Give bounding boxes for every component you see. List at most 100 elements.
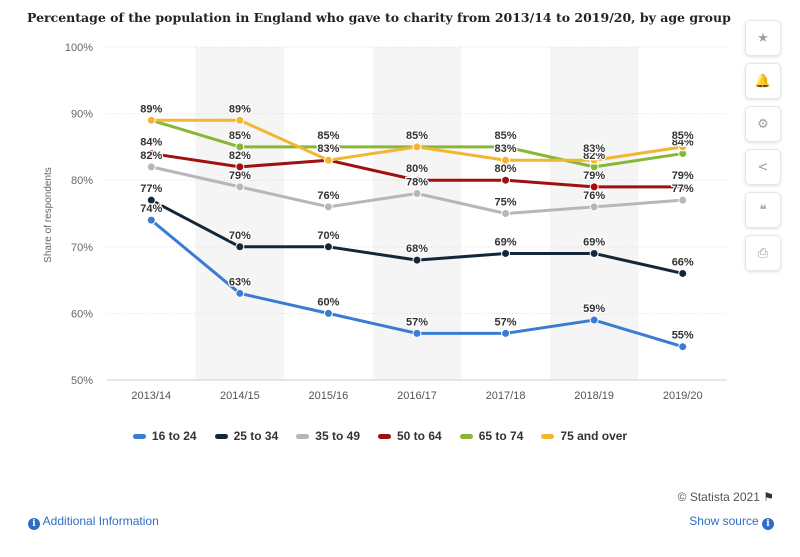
x-tick-label: 2019/20 xyxy=(663,390,703,402)
chart-toolbar: ★ 🔔 ⚙ < ❝ ⎙ xyxy=(745,20,781,278)
data-label: 57% xyxy=(406,316,428,328)
data-label: 83% xyxy=(583,143,605,155)
share-button[interactable]: < xyxy=(745,149,781,185)
y-axis-ticks: 50% 60% 70% 80% 90% 100% xyxy=(65,42,93,387)
y-axis-label: Share of respondents xyxy=(43,167,54,263)
legend-label: 25 to 34 xyxy=(233,429,279,443)
legend-label: 65 to 74 xyxy=(478,429,524,443)
legend-item[interactable]: 50 to 64 xyxy=(378,429,442,443)
data-label: 85% xyxy=(406,130,428,142)
data-label: 59% xyxy=(583,303,605,315)
data-point[interactable] xyxy=(412,189,422,199)
data-label: 78% xyxy=(406,177,428,189)
legend-label: 35 to 49 xyxy=(315,429,360,443)
flag-icon: ⚑ xyxy=(763,490,774,504)
data-point[interactable] xyxy=(323,308,333,318)
line-chart: 50% 60% 70% 80% 90% 100% 2013/14 2014/15 2015/1… xyxy=(43,42,727,402)
legend-item[interactable]: 25 to 34 xyxy=(214,429,279,443)
data-point[interactable] xyxy=(146,162,156,172)
data-point[interactable] xyxy=(412,328,422,338)
data-point[interactable] xyxy=(235,115,245,125)
data-label: 70% xyxy=(317,230,339,242)
star-button[interactable]: ★ xyxy=(745,20,781,56)
print-icon: ⎙ xyxy=(757,245,769,261)
data-label: 85% xyxy=(406,130,428,142)
statista-credit[interactable]: © Statista 2021 ⚑ xyxy=(678,490,774,504)
legend-item[interactable]: 35 to 49 xyxy=(296,429,360,443)
data-point[interactable] xyxy=(589,315,599,325)
data-point[interactable] xyxy=(235,142,245,152)
data-labels: 74% 63% 60% 57% 57% 59% 55% 77% 70% 70% 68% 69% 69% 6… xyxy=(139,102,695,343)
x-axis-ticks: 2013/14 2014/15 2015/16 2016/17 2017/18 2018/… xyxy=(131,390,702,402)
data-label: 89% xyxy=(140,103,162,115)
data-point[interactable] xyxy=(678,342,688,352)
data-label: 80% xyxy=(406,163,428,175)
data-point[interactable] xyxy=(323,202,333,212)
x-tick-label: 2016/17 xyxy=(397,390,437,402)
data-point[interactable] xyxy=(678,182,688,192)
data-point[interactable] xyxy=(235,288,245,298)
data-point[interactable] xyxy=(146,215,156,225)
data-label: 89% xyxy=(229,103,251,115)
gear-button[interactable]: ⚙ xyxy=(745,106,781,142)
credit-text: © Statista 2021 xyxy=(677,490,760,504)
x-tick-label: 2013/14 xyxy=(131,390,171,402)
data-label: 85% xyxy=(317,130,339,142)
quote-button[interactable]: ❝ xyxy=(745,192,781,228)
data-label: 82% xyxy=(583,150,605,162)
data-label: 68% xyxy=(406,243,428,255)
data-point[interactable] xyxy=(678,142,688,152)
data-point[interactable] xyxy=(589,182,599,192)
data-point[interactable] xyxy=(501,248,511,258)
data-point[interactable] xyxy=(235,162,245,172)
data-point[interactable] xyxy=(323,142,333,152)
data-point[interactable] xyxy=(323,242,333,252)
data-label: 69% xyxy=(583,236,605,248)
bell-button[interactable]: 🔔 xyxy=(745,63,781,99)
share-icon: < xyxy=(757,159,769,175)
data-point[interactable] xyxy=(323,155,333,165)
data-point[interactable] xyxy=(501,209,511,218)
data-point[interactable] xyxy=(501,328,511,338)
data-label: 77% xyxy=(672,183,694,195)
data-point[interactable] xyxy=(412,255,422,265)
data-point[interactable] xyxy=(235,242,245,252)
data-label: 55% xyxy=(672,330,694,342)
data-label: 70% xyxy=(229,230,251,242)
additional-information-link[interactable]: i Additional Information xyxy=(28,514,159,530)
data-point[interactable] xyxy=(501,155,511,165)
y-tick-label: 70% xyxy=(71,242,93,254)
legend-item[interactable]: 75 and over xyxy=(541,429,627,443)
data-label: 85% xyxy=(672,130,694,142)
data-label: 60% xyxy=(317,296,339,308)
data-point[interactable] xyxy=(146,195,156,205)
x-tick-label: 2018/19 xyxy=(574,390,614,402)
data-point[interactable] xyxy=(412,142,422,152)
data-point[interactable] xyxy=(589,155,599,165)
legend-item[interactable]: 65 to 74 xyxy=(459,429,524,443)
data-point[interactable] xyxy=(501,142,511,152)
source-link-text: Show source xyxy=(689,514,759,528)
legend-swatch xyxy=(132,433,146,439)
show-source-link[interactable]: Show source i xyxy=(689,514,774,530)
info-link-text: Additional Information xyxy=(42,514,159,528)
legend-item[interactable]: 16 to 24 xyxy=(132,429,197,443)
column-band xyxy=(195,47,285,380)
data-point[interactable] xyxy=(412,175,422,185)
data-point[interactable] xyxy=(501,175,511,185)
data-point[interactable] xyxy=(678,268,688,278)
data-point[interactable] xyxy=(589,248,599,258)
chart-title: Percentage of the population in England … xyxy=(27,10,731,25)
data-label: 79% xyxy=(583,170,605,182)
data-point[interactable] xyxy=(235,182,245,192)
print-button[interactable]: ⎙ xyxy=(745,235,781,271)
data-point[interactable] xyxy=(678,195,688,205)
data-point[interactable] xyxy=(146,115,156,125)
bell-icon: 🔔 xyxy=(754,73,772,89)
data-label: 85% xyxy=(229,130,251,142)
legend-swatch xyxy=(296,433,310,439)
data-point[interactable] xyxy=(146,149,156,159)
data-point[interactable] xyxy=(589,202,599,212)
data-label: 74% xyxy=(140,203,162,215)
legend: 16 to 24 25 to 34 35 to 49 50 to 64 65 to 74… xyxy=(0,429,760,443)
